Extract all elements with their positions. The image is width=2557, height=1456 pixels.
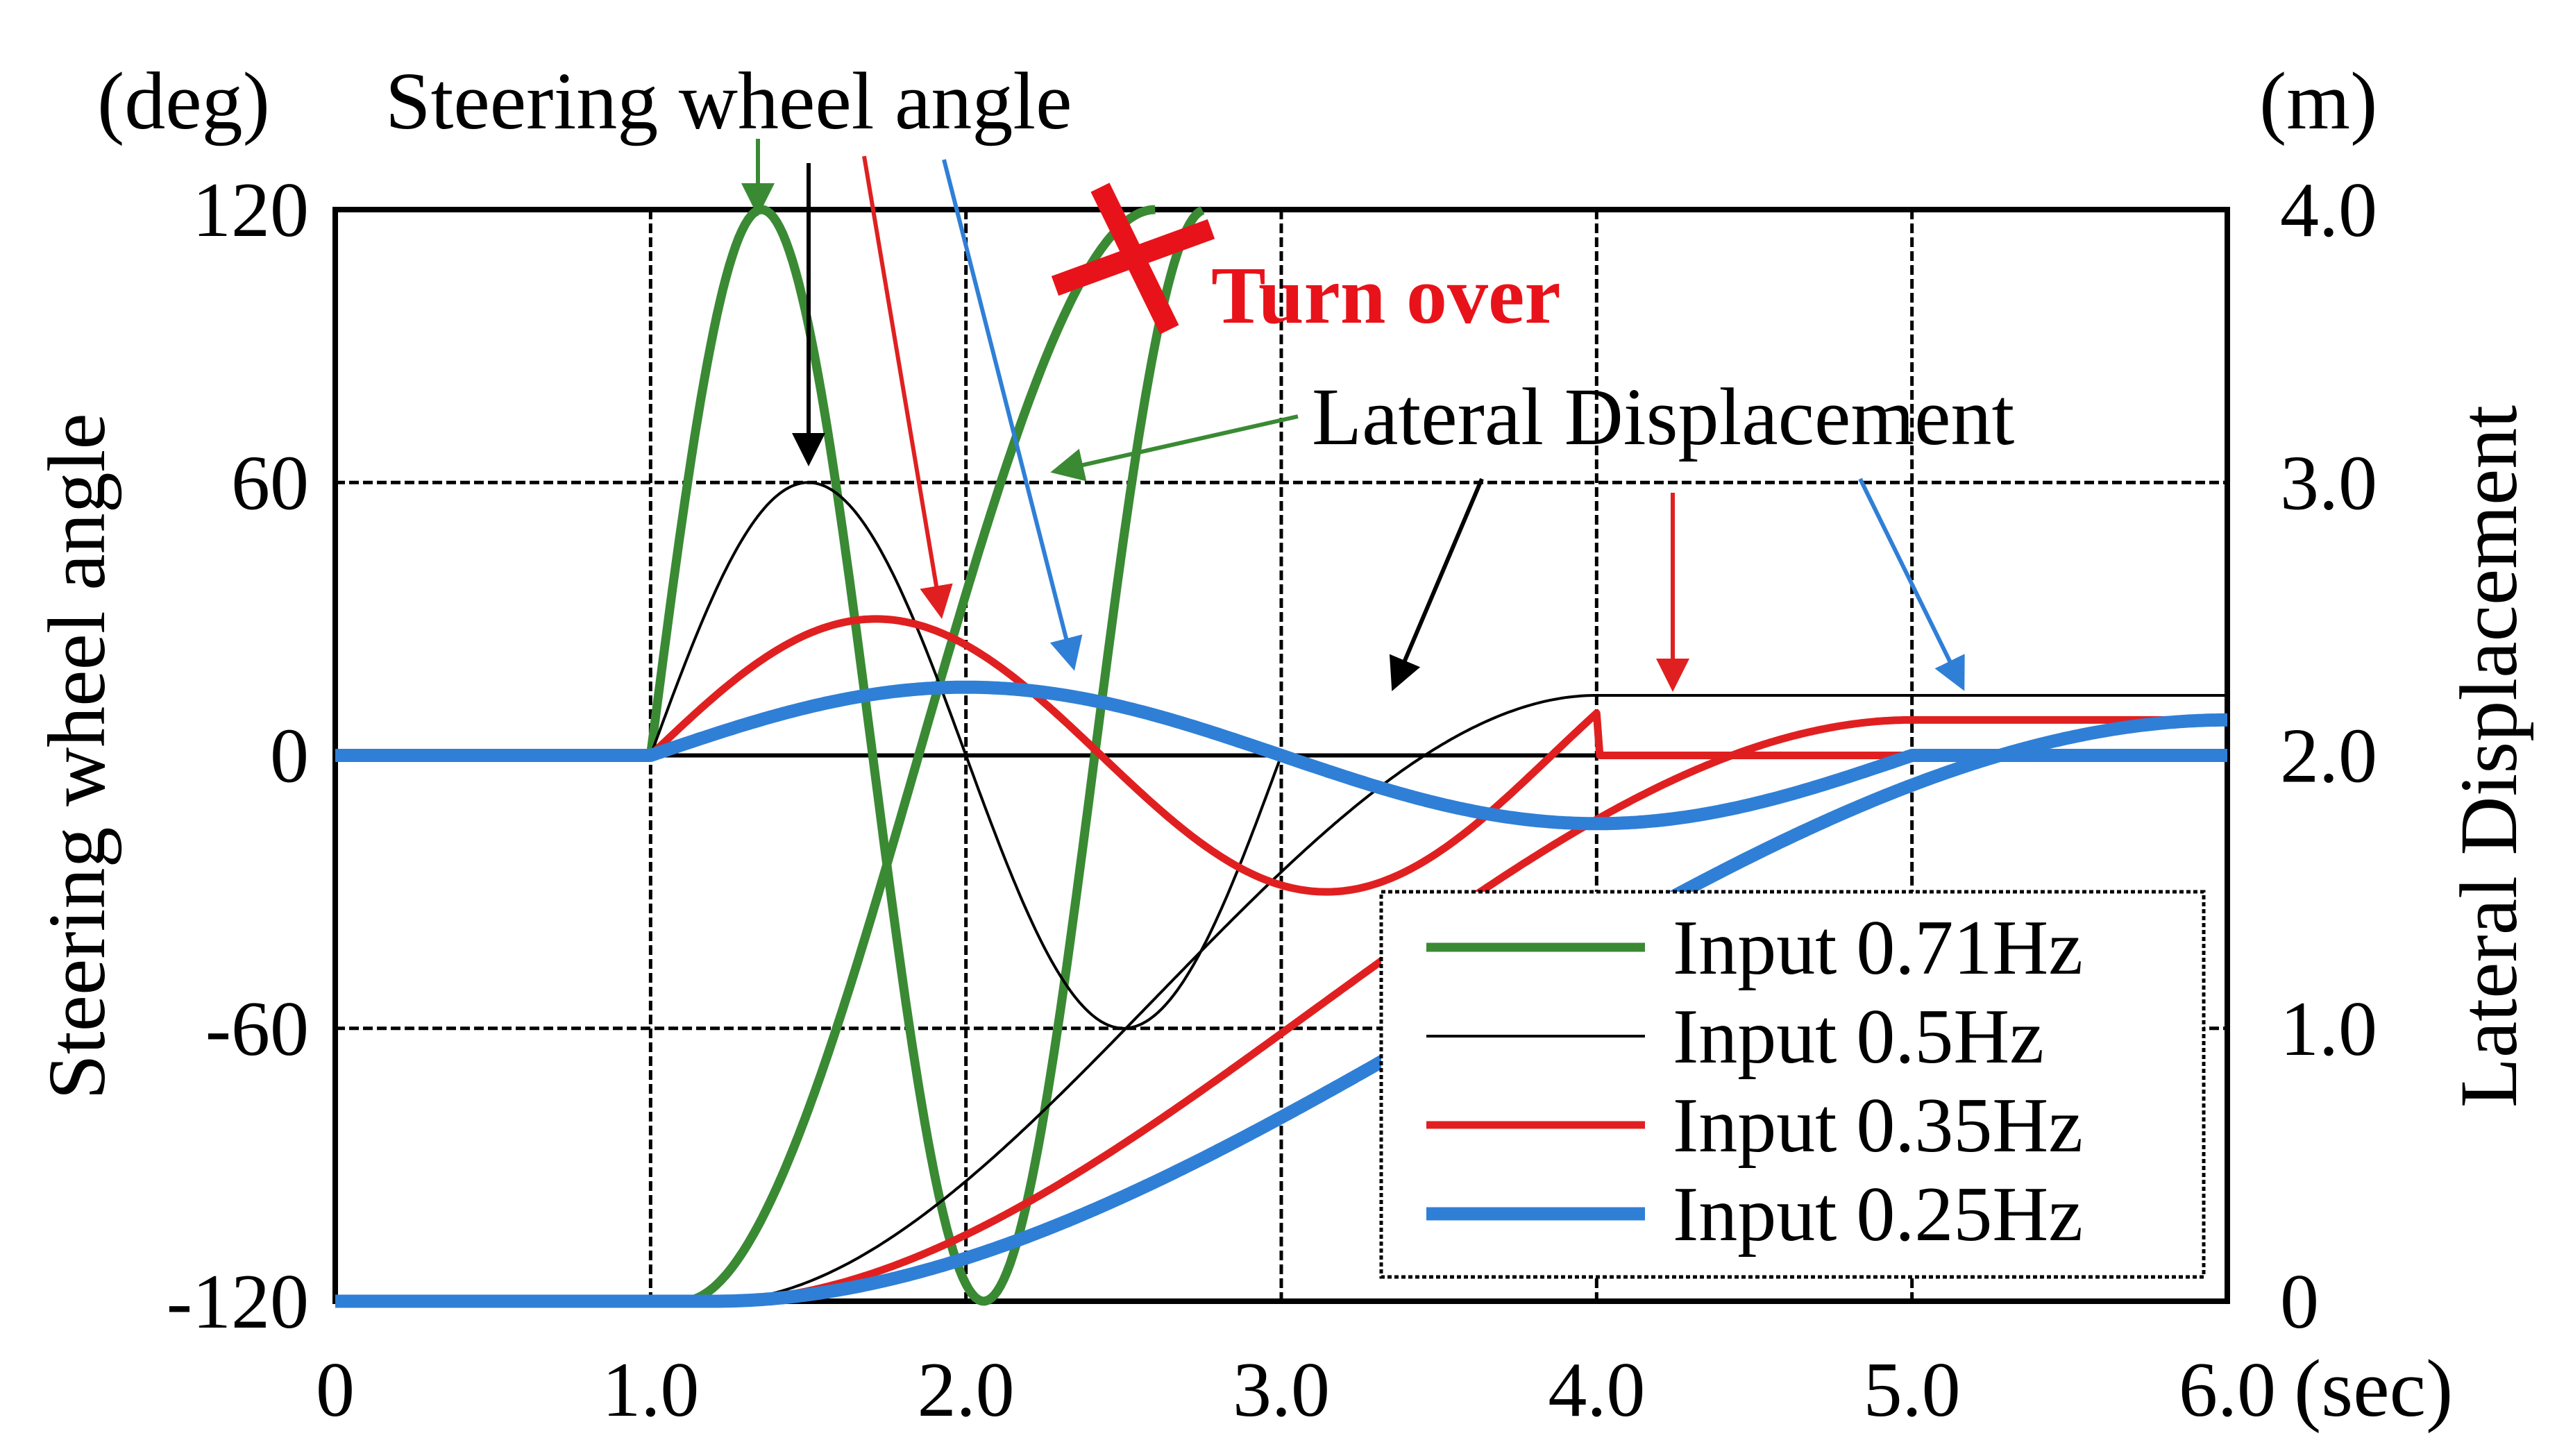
arrow-blue-lat (1858, 477, 1965, 691)
tick-labels: 0 1.0 2.0 3.0 4.0 5.0 6.0 -120 -60 0 60 120 0 1.0 2.0 3… (167, 167, 2377, 1433)
y-left-tick-label: 0 (270, 713, 309, 799)
arrow-black-lat (1389, 477, 1484, 692)
legend-label: Input 0.5Hz (1673, 994, 2044, 1080)
turnover-x-icon (1051, 183, 1215, 335)
y-left-tick-label: -60 (205, 986, 309, 1072)
x-axis-unit: (sec) (2294, 1343, 2453, 1434)
annotation-arrows (741, 139, 1965, 692)
arrow-green-lat (1050, 414, 1299, 482)
x-tick-label: 4.0 (1548, 1347, 1645, 1433)
legend-label: Input 0.71Hz (1673, 905, 2083, 991)
series-group (332, 205, 2231, 1308)
y-left-tick-label: 60 (231, 440, 309, 526)
y-right-tick-label: 3.0 (2280, 440, 2377, 526)
steering-line-input-0-25hz (332, 680, 2231, 831)
x-tick-label: 3.0 (1233, 1347, 1330, 1433)
turnover-annotation: Turn over (1211, 250, 1561, 341)
lateral-annotation: Lateral Displacement (1312, 371, 2015, 462)
arrow-red-steer (862, 155, 953, 619)
y-right-tick-label: 4.0 (2280, 167, 2377, 253)
y-right-tick-label: 1.0 (2280, 986, 2377, 1072)
legend-label: Input 0.35Hz (1673, 1083, 2083, 1169)
y-left-tick-label: 120 (192, 167, 309, 253)
x-tick-label: 5.0 (1864, 1347, 1961, 1433)
x-tick-label: 6.0 (2179, 1347, 2276, 1433)
lateral-line-input-0-25hz (332, 713, 2231, 1308)
x-tick-label: 0 (316, 1347, 355, 1433)
y-left-label: Steering wheel angle (31, 413, 122, 1100)
y-right-label: Lateral Displacement (2443, 405, 2534, 1108)
steering-annotation: Steering wheel angle (385, 56, 1072, 146)
y-right-unit: (m) (2259, 56, 2377, 146)
y-right-tick-label: 0 (2280, 1259, 2319, 1345)
x-tick-label: 2.0 (918, 1347, 1015, 1433)
x-tick-label: 1.0 (602, 1347, 699, 1433)
y-left-unit: (deg) (97, 56, 270, 146)
y-right-tick-label: 2.0 (2280, 713, 2377, 799)
legend-label: Input 0.25Hz (1673, 1171, 2083, 1258)
y-left-tick-label: -120 (167, 1259, 309, 1345)
arrow-blue-steer (942, 159, 1083, 671)
